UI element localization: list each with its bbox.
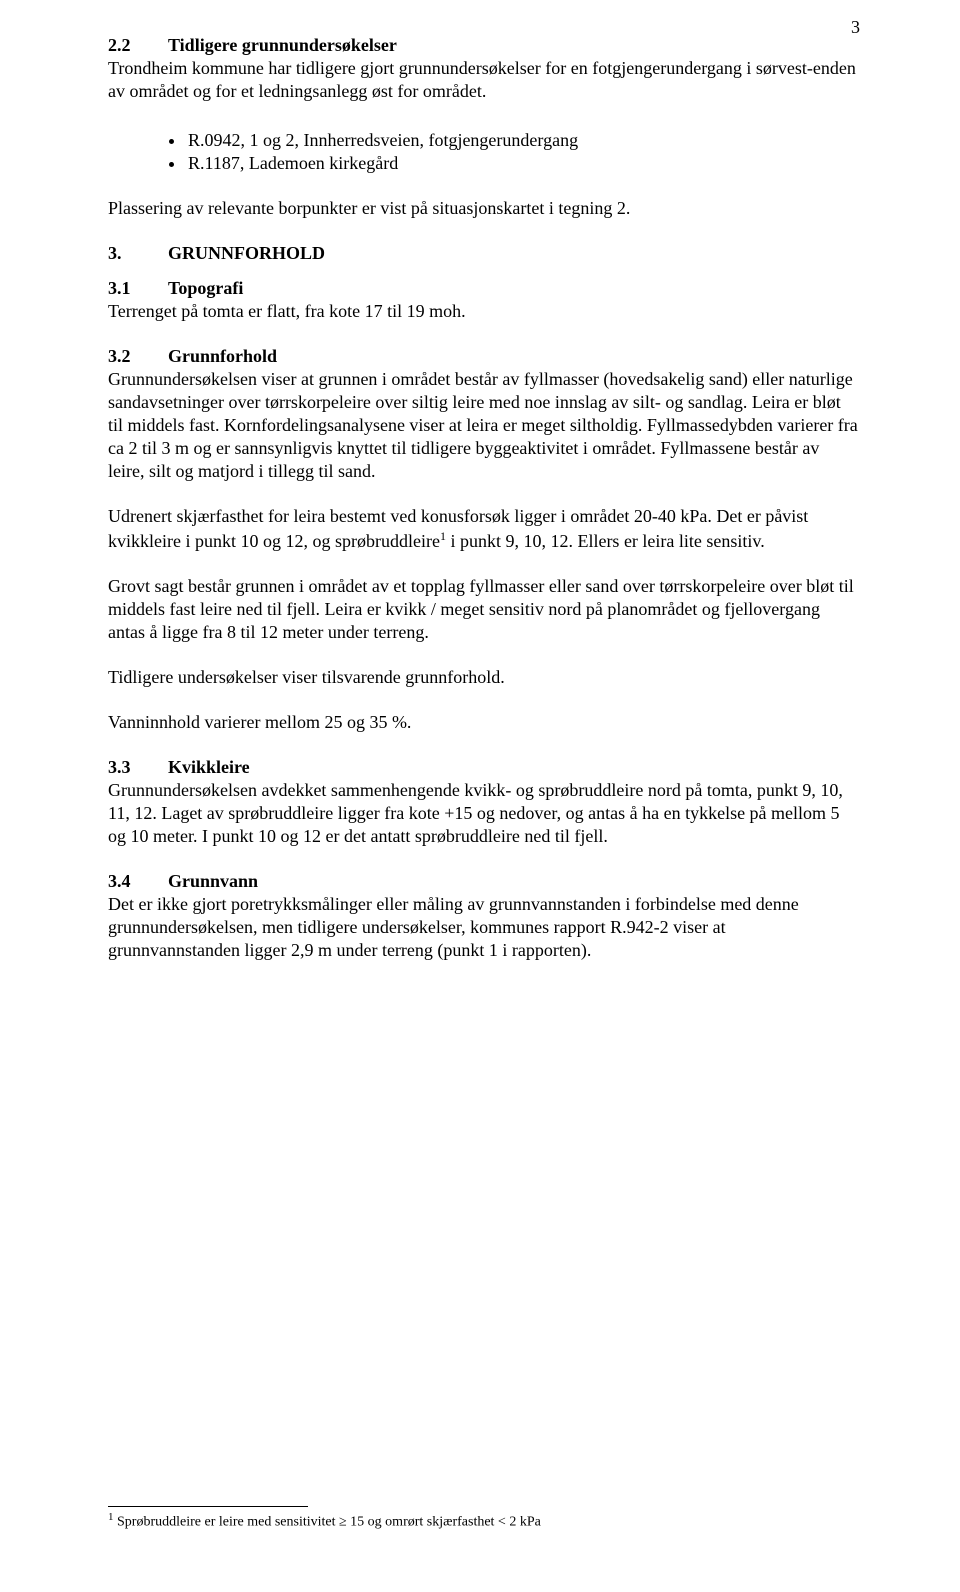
heading-number: 3.4 [108, 870, 148, 893]
paragraph: Det er ikke gjort poretrykksmålinger ell… [108, 893, 860, 962]
heading-title: Kvikkleire [168, 756, 250, 779]
paragraph: Trondheim kommune har tidligere gjort gr… [108, 57, 860, 103]
heading-title: Tidligere grunnundersøkelser [168, 34, 397, 57]
paragraph: Grunnundersøkelsen viser at grunnen i om… [108, 368, 860, 483]
heading-title: Grunnforhold [168, 345, 277, 368]
paragraph: Terrenget på tomta er flatt, fra kote 17… [108, 300, 860, 323]
heading-2-2: 2.2 Tidligere grunnundersøkelser [108, 34, 860, 57]
heading-3-1: 3.1 Topografi [108, 277, 860, 300]
paragraph: Udrenert skjærfasthet for leira bestemt … [108, 505, 860, 552]
paragraph: Grovt sagt består grunnen i området av e… [108, 575, 860, 644]
heading-3: 3. GRUNNFORHOLD [108, 242, 860, 265]
heading-number: 3.1 [108, 277, 148, 300]
heading-number: 3.2 [108, 345, 148, 368]
paragraph: Plassering av relevante borpunkter er vi… [108, 197, 860, 220]
footnote-area: 1 Sprøbruddleire er leire med sensitivit… [108, 1506, 860, 1532]
heading-title: Topografi [168, 277, 243, 300]
footnote-text: Sprøbruddleire er leire med sensitivitet… [114, 1515, 541, 1530]
text-run: i punkt 9, 10, 12. Ellers er leira lite … [446, 531, 765, 551]
footnote: 1 Sprøbruddleire er leire med sensitivit… [108, 1510, 860, 1532]
document-page: 3 2.2 Tidligere grunnundersøkelser Trond… [0, 0, 960, 1592]
page-number: 3 [851, 16, 860, 39]
heading-number: 2.2 [108, 34, 148, 57]
paragraph: Vanninnhold varierer mellom 25 og 35 %. [108, 711, 860, 734]
heading-title: GRUNNFORHOLD [168, 242, 325, 265]
heading-3-2: 3.2 Grunnforhold [108, 345, 860, 368]
bullet-list: R.0942, 1 og 2, Innherredsveien, fotgjen… [108, 129, 860, 175]
list-item: R.0942, 1 og 2, Innherredsveien, fotgjen… [186, 129, 860, 152]
paragraph: Tidligere undersøkelser viser tilsvarend… [108, 666, 860, 689]
heading-number: 3.3 [108, 756, 148, 779]
list-item: R.1187, Lademoen kirkegård [186, 152, 860, 175]
footnote-rule [108, 1506, 308, 1507]
heading-3-4: 3.4 Grunnvann [108, 870, 860, 893]
paragraph: Grunnundersøkelsen avdekket sammenhengen… [108, 779, 860, 848]
heading-number: 3. [108, 242, 144, 265]
heading-title: Grunnvann [168, 870, 258, 893]
heading-3-3: 3.3 Kvikkleire [108, 756, 860, 779]
